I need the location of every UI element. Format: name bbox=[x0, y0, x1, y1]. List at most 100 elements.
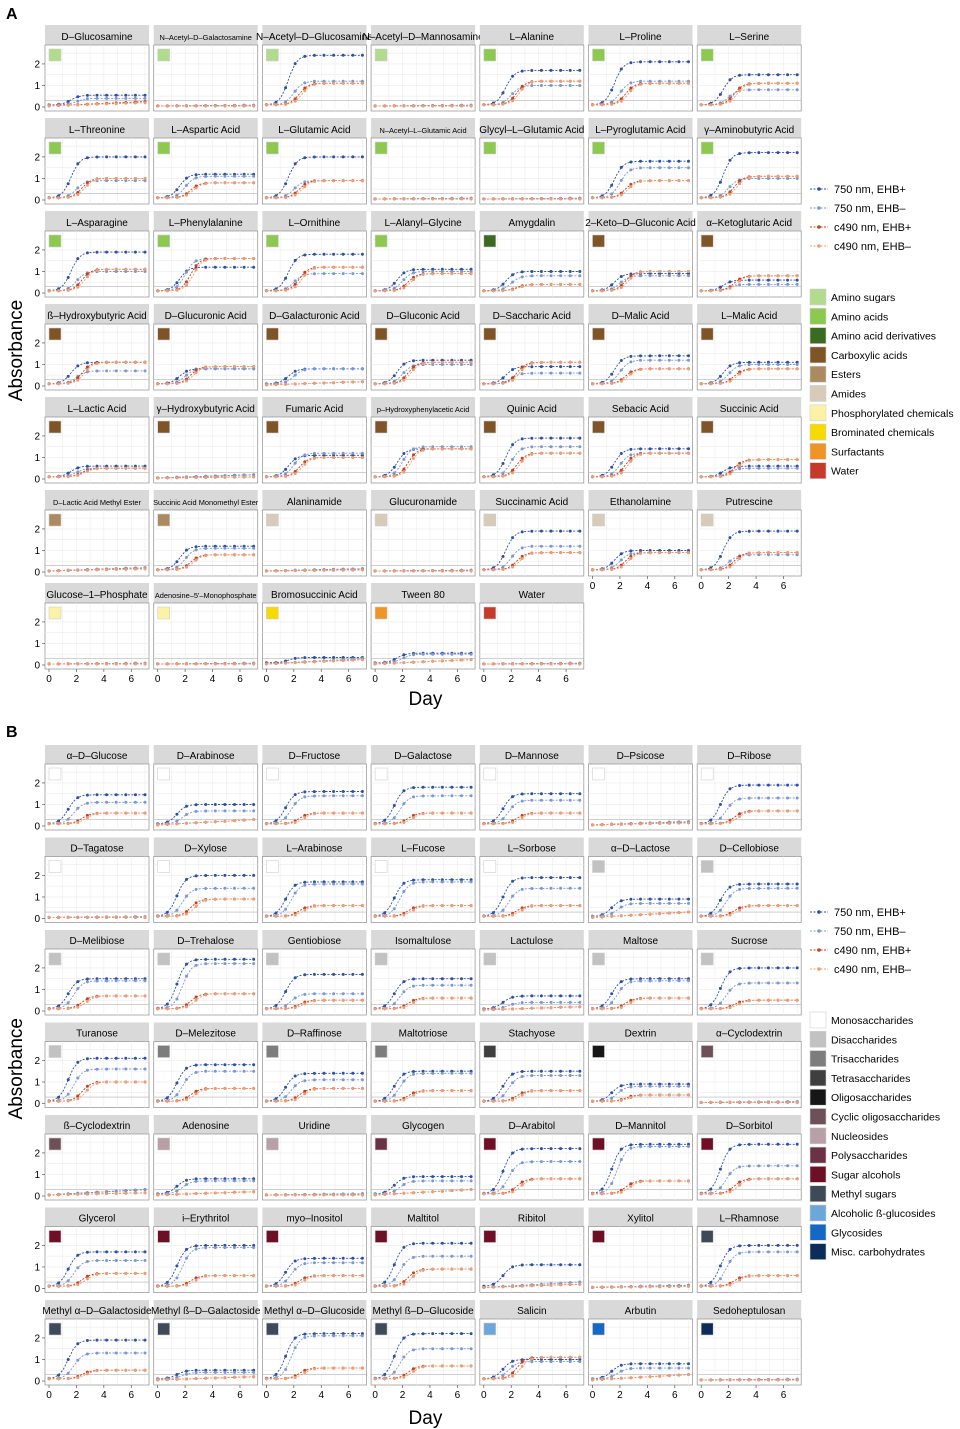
x-tick-label: 6 bbox=[563, 674, 569, 685]
facet-title: L–Asparagine bbox=[66, 218, 128, 229]
series-point bbox=[242, 553, 246, 557]
series-point bbox=[421, 1089, 425, 1093]
series-point bbox=[114, 93, 118, 97]
series-point bbox=[373, 822, 377, 826]
series-point bbox=[501, 471, 505, 475]
series-point bbox=[491, 1008, 495, 1012]
series-point bbox=[699, 196, 703, 200]
facet-24: D–Galacturonic Acid bbox=[261, 304, 367, 391]
series-point bbox=[460, 904, 463, 908]
series-point bbox=[312, 381, 316, 385]
series-point bbox=[491, 911, 495, 915]
series-point bbox=[76, 980, 80, 984]
series-point bbox=[511, 468, 515, 472]
series-point bbox=[133, 360, 137, 364]
series-point bbox=[687, 447, 690, 451]
series-point bbox=[284, 382, 288, 386]
series-legend-label: c490 nm, EHB+ bbox=[834, 222, 911, 234]
series-point bbox=[728, 190, 732, 194]
series-point bbox=[332, 367, 336, 371]
series-point bbox=[757, 886, 761, 890]
series-point bbox=[66, 1001, 70, 1005]
series-point bbox=[431, 360, 435, 364]
series-point bbox=[530, 552, 534, 555]
series-point bbox=[568, 662, 572, 666]
series-point bbox=[66, 569, 70, 572]
series-point bbox=[511, 443, 515, 447]
facet-title: D–Ribose bbox=[727, 751, 771, 762]
series-point bbox=[795, 73, 799, 77]
series-point bbox=[242, 172, 246, 176]
series-point bbox=[57, 196, 61, 200]
series-point bbox=[85, 272, 89, 276]
series-point bbox=[373, 104, 377, 108]
series-point bbox=[303, 908, 307, 912]
facet-strip bbox=[588, 490, 693, 510]
series-point bbox=[312, 656, 316, 659]
series-point bbox=[95, 568, 99, 572]
series-point bbox=[223, 367, 227, 371]
series-point bbox=[332, 252, 336, 256]
series-point bbox=[175, 377, 179, 381]
series-point bbox=[133, 270, 137, 273]
series-point bbox=[143, 267, 147, 271]
series-point bbox=[718, 568, 722, 571]
series-point bbox=[322, 155, 326, 159]
series-point bbox=[610, 102, 614, 106]
series-point bbox=[687, 910, 690, 914]
series-point bbox=[57, 1095, 61, 1099]
y-tick-label: 1 bbox=[34, 892, 40, 903]
series-point bbox=[667, 179, 671, 183]
series-point bbox=[351, 380, 355, 384]
series-point bbox=[578, 551, 582, 555]
series-point bbox=[786, 278, 790, 282]
series-point bbox=[85, 568, 89, 572]
series-point bbox=[105, 267, 109, 271]
series-point bbox=[699, 103, 703, 107]
series-point bbox=[629, 902, 633, 906]
series-point bbox=[76, 662, 80, 666]
series-point bbox=[373, 569, 377, 573]
series-point bbox=[76, 162, 80, 166]
series-point bbox=[194, 176, 198, 180]
series-point bbox=[332, 53, 336, 57]
series-point bbox=[491, 382, 495, 386]
series-point bbox=[738, 887, 742, 891]
series-point bbox=[252, 873, 256, 877]
series-point bbox=[440, 1089, 444, 1093]
y-tick-label: 2 bbox=[34, 871, 40, 882]
plot-area bbox=[370, 44, 476, 112]
series-point bbox=[549, 1074, 553, 1077]
series-point bbox=[460, 785, 463, 789]
series-point bbox=[233, 962, 236, 966]
series-point bbox=[795, 551, 799, 555]
series-point bbox=[312, 1078, 316, 1082]
series-point bbox=[143, 96, 147, 100]
series-point bbox=[312, 999, 316, 1003]
facet-10: L–Arabinose bbox=[261, 837, 367, 923]
series-point bbox=[303, 569, 307, 572]
facet-strip bbox=[479, 118, 584, 138]
series-point bbox=[530, 904, 534, 908]
series-point bbox=[185, 548, 188, 552]
series-point bbox=[610, 474, 614, 478]
series-point bbox=[619, 914, 623, 918]
facet-title: L–Lactic Acid bbox=[68, 404, 127, 415]
series-point bbox=[578, 270, 582, 273]
series-point bbox=[204, 809, 208, 813]
series-point bbox=[105, 979, 109, 983]
series-point bbox=[360, 811, 364, 815]
series-point bbox=[728, 94, 732, 98]
series-point bbox=[766, 81, 770, 85]
series-legend: 750 nm, EHB+750 nm, EHB–c490 nm, EHB+c49… bbox=[810, 184, 912, 253]
series-point bbox=[175, 812, 179, 816]
series-point bbox=[312, 972, 316, 976]
series-point bbox=[766, 529, 770, 533]
series-point bbox=[412, 365, 415, 369]
series-point bbox=[242, 962, 246, 966]
series-point bbox=[629, 913, 633, 917]
series-point bbox=[757, 998, 761, 1002]
series-point bbox=[568, 798, 572, 802]
plot-area bbox=[153, 137, 259, 205]
